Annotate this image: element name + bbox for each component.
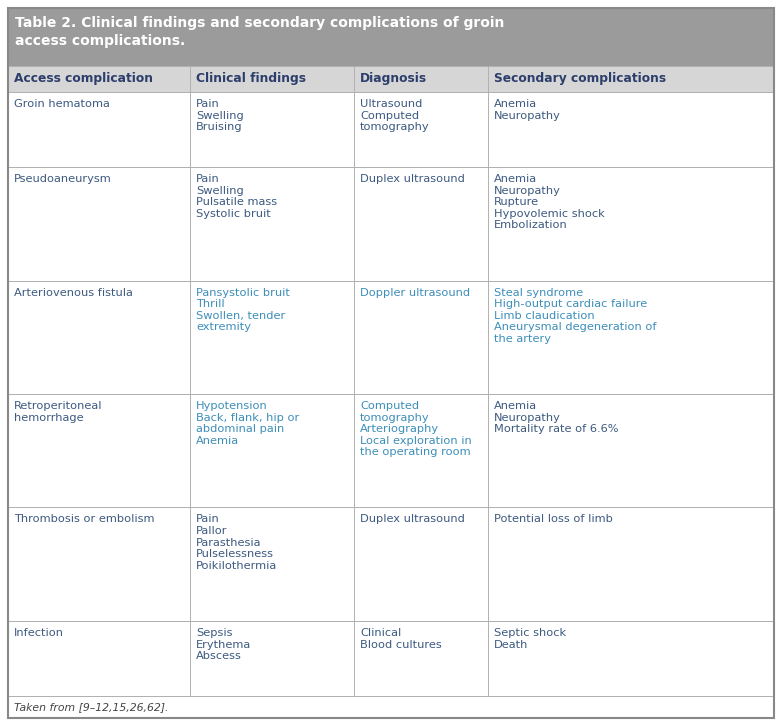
Text: Diagnosis: Diagnosis <box>361 72 427 85</box>
Text: Potential loss of limb: Potential loss of limb <box>494 515 613 524</box>
Bar <box>8 66 774 92</box>
Text: Computed
tomography
Arteriography
Local exploration in
the operating room: Computed tomography Arteriography Local … <box>361 401 472 457</box>
Text: Clinical
Blood cultures: Clinical Blood cultures <box>361 628 442 650</box>
Text: Arteriovenous fistula: Arteriovenous fistula <box>14 287 133 298</box>
Text: Duplex ultrasound: Duplex ultrasound <box>361 515 465 524</box>
Text: Sepsis
Erythema
Abscess: Sepsis Erythema Abscess <box>196 628 252 661</box>
Text: Anemia
Neuropathy
Mortality rate of 6.6%: Anemia Neuropathy Mortality rate of 6.6% <box>494 401 619 434</box>
Text: Duplex ultrasound: Duplex ultrasound <box>361 174 465 184</box>
Text: Pseudoaneurysm: Pseudoaneurysm <box>14 174 112 184</box>
Text: Table 2. Clinical findings and secondary complications of groin: Table 2. Clinical findings and secondary… <box>15 16 504 30</box>
Text: Retroperitoneal
hemorrhage: Retroperitoneal hemorrhage <box>14 401 102 423</box>
Text: Doppler ultrasound: Doppler ultrasound <box>361 287 470 298</box>
Bar <box>8 507 774 621</box>
Text: Pain
Swelling
Bruising: Pain Swelling Bruising <box>196 99 244 132</box>
Text: Anemia
Neuropathy
Rupture
Hypovolemic shock
Embolization: Anemia Neuropathy Rupture Hypovolemic sh… <box>494 174 605 230</box>
Bar <box>8 394 774 507</box>
Text: Septic shock
Death: Septic shock Death <box>494 628 566 650</box>
Text: Ultrasound
Computed
tomography: Ultrasound Computed tomography <box>361 99 430 132</box>
Text: Anemia
Neuropathy: Anemia Neuropathy <box>494 99 561 121</box>
Text: Pain
Swelling
Pulsatile mass
Systolic bruit: Pain Swelling Pulsatile mass Systolic br… <box>196 174 278 219</box>
Bar <box>8 8 774 66</box>
Text: Hypotension
Back, flank, hip or
abdominal pain
Anemia: Hypotension Back, flank, hip or abdomina… <box>196 401 300 446</box>
Text: Infection: Infection <box>14 628 64 638</box>
Bar <box>8 696 774 718</box>
Text: Thrombosis or embolism: Thrombosis or embolism <box>14 515 155 524</box>
Text: Groin hematoma: Groin hematoma <box>14 99 110 109</box>
Text: Clinical findings: Clinical findings <box>196 72 307 85</box>
Text: Access complication: Access complication <box>14 72 153 85</box>
Bar <box>8 92 774 167</box>
Bar <box>8 167 774 280</box>
Bar <box>8 621 774 696</box>
Text: Taken from [9–12,15,26,62].: Taken from [9–12,15,26,62]. <box>14 702 168 712</box>
Bar <box>8 280 774 394</box>
Text: Pain
Pallor
Parasthesia
Pulselessness
Poikilothermia: Pain Pallor Parasthesia Pulselessness Po… <box>196 515 278 571</box>
Text: access complications.: access complications. <box>15 34 185 48</box>
Text: Secondary complications: Secondary complications <box>494 72 666 85</box>
Text: Steal syndrome
High-output cardiac failure
Limb claudication
Aneurysmal degenera: Steal syndrome High-output cardiac failu… <box>494 287 657 344</box>
Text: Pansystolic bruit
Thrill
Swollen, tender
extremity: Pansystolic bruit Thrill Swollen, tender… <box>196 287 290 333</box>
